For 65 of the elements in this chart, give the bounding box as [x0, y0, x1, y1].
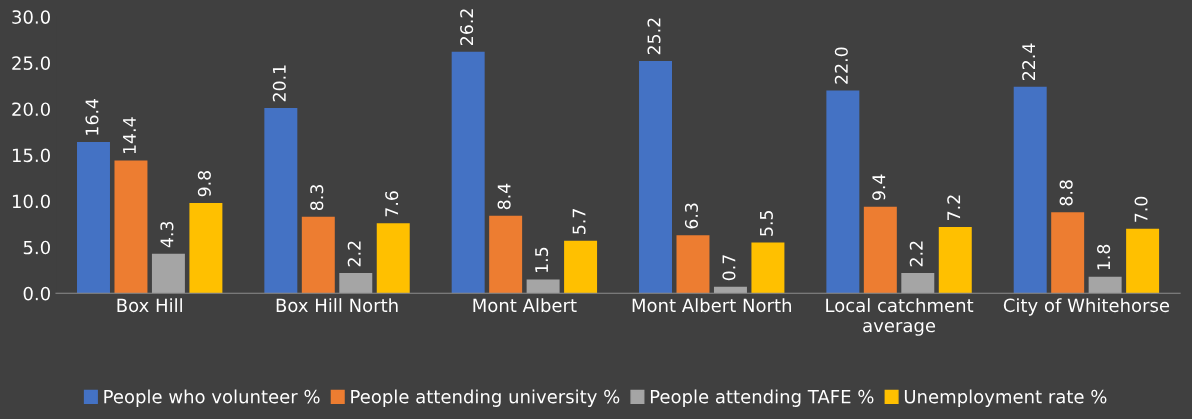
y-tick-label: 10.0	[12, 194, 50, 209]
y-tick-label: 0.0	[23, 286, 50, 301]
bar	[489, 215, 523, 294]
bar	[863, 206, 897, 294]
data-label: 9.4	[872, 174, 886, 201]
data-label: 1.5	[535, 247, 549, 273]
data-label: 4.3	[160, 221, 174, 248]
bar	[189, 202, 223, 294]
y-tick-label: 30.0	[12, 10, 50, 24]
data-label: 25.2	[647, 18, 661, 55]
bar	[1126, 228, 1160, 294]
x-tick-label: Box Hill North	[276, 298, 398, 313]
bar	[376, 223, 410, 294]
bar	[301, 216, 335, 294]
bar	[114, 160, 148, 294]
bar	[938, 226, 972, 294]
bar	[901, 273, 935, 294]
data-label: 5.5	[760, 210, 773, 236]
data-label: 8.3	[310, 185, 324, 211]
data-label: 6.3	[684, 203, 699, 229]
data-label: 5.7	[572, 209, 586, 234]
data-label: 8.4	[497, 183, 511, 210]
x-tick-label: City of Whitehorse	[1003, 298, 1170, 316]
data-label: 7.6	[385, 191, 399, 217]
bar	[713, 286, 747, 294]
legend-label: People attending TAFE %	[650, 389, 874, 407]
x-tick-label: Mont Albert North	[632, 298, 791, 313]
data-label: 14.4	[123, 117, 136, 154]
y-tick-label: 5.0	[23, 240, 50, 255]
data-label: 7.2	[947, 195, 961, 220]
y-tick-label: 25.0	[12, 56, 50, 70]
bar	[639, 61, 673, 294]
x-tick-label: Mont Albert	[473, 298, 577, 313]
bar	[826, 90, 860, 294]
data-label: 20.1	[272, 65, 286, 102]
bar	[151, 253, 185, 294]
bar	[264, 108, 298, 294]
y-tick-label: 15.0	[12, 148, 50, 163]
bar	[526, 279, 560, 294]
data-label: 2.2	[347, 241, 361, 267]
bar	[564, 240, 598, 294]
data-label: 8.8	[1059, 180, 1073, 206]
bar	[1088, 276, 1122, 294]
bar	[77, 142, 110, 294]
data-label: 9.8	[197, 171, 211, 197]
data-label: 16.4	[85, 98, 99, 135]
data-label: 2.2	[909, 241, 923, 267]
legend-label: People who volunteer %	[104, 389, 320, 407]
bar	[339, 273, 373, 294]
bar	[751, 242, 785, 294]
bar	[1013, 86, 1047, 294]
bar	[1051, 212, 1085, 294]
data-label: 22.4	[1022, 43, 1035, 81]
data-label: 1.8	[1097, 244, 1111, 270]
x-tick-label: Local catchment average	[826, 298, 974, 336]
bar	[451, 51, 485, 294]
data-label: 26.2	[460, 9, 474, 45]
bar	[676, 235, 710, 294]
x-tick-label: Box Hill	[117, 298, 182, 313]
legend-label: People attending university %	[351, 389, 620, 407]
data-label: 0.7	[722, 255, 736, 281]
legend-label: Unemployment rate %	[904, 389, 1107, 407]
y-tick-label: 20.0	[12, 102, 50, 117]
data-label: 7.0	[1134, 196, 1148, 222]
data-label: 22.0	[834, 47, 848, 84]
